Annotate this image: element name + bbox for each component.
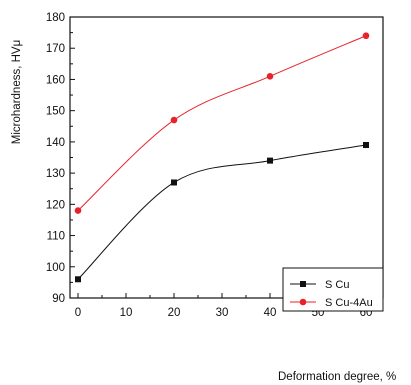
x-tick-label: 20 <box>168 307 181 319</box>
series-line-1 <box>77 35 367 211</box>
y-tick-label: 110 <box>47 231 65 243</box>
y-tick-label: 170 <box>46 43 65 55</box>
x-tick-label: 10 <box>120 307 133 319</box>
x-tick-label: 0 <box>75 307 81 319</box>
data-point <box>74 207 82 214</box>
data-point <box>170 116 178 124</box>
y-tick-label: 130 <box>46 168 65 180</box>
x-tick-label: 40 <box>264 307 277 319</box>
y-tick-label: 120 <box>46 199 65 211</box>
x-axis-label: Deformation degree, % <box>278 371 396 383</box>
legend-box <box>282 267 384 312</box>
y-axis-label: Microhardness, HVμ <box>11 40 23 144</box>
y-tick-label: 90 <box>52 293 65 305</box>
plot-frame <box>69 16 384 299</box>
data-point <box>267 157 273 164</box>
legend-label-s-cu-4au: S Cu-4Au <box>325 297 373 309</box>
data-point <box>266 73 274 80</box>
x-tick-label: 30 <box>216 307 229 319</box>
data-point <box>363 142 369 149</box>
y-tick-label: 180 <box>46 12 65 24</box>
series-layer <box>74 32 370 283</box>
y-tick-label: 150 <box>46 106 65 118</box>
legend-marker-s-cu-4au <box>299 298 307 306</box>
series-line-0 <box>77 144 367 280</box>
legend: S Cu S Cu-4Au <box>282 267 384 312</box>
legend-marker-s-cu <box>300 281 306 287</box>
legend-label-s-cu: S Cu <box>325 279 349 291</box>
y-tick-label: 160 <box>46 74 65 86</box>
y-tick-label: 140 <box>46 137 65 149</box>
data-point <box>171 179 177 186</box>
data-point <box>362 32 370 40</box>
data-point <box>75 276 81 283</box>
y-tick-label: 100 <box>46 262 65 274</box>
